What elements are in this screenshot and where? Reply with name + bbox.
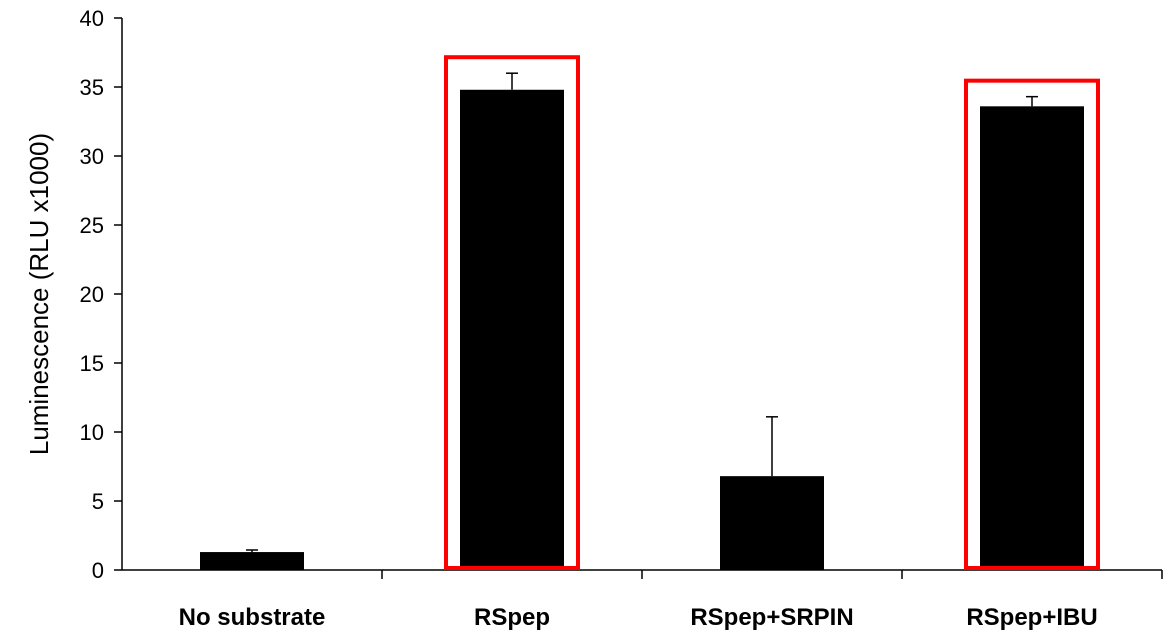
y-tick-label: 30: [80, 144, 104, 169]
y-tick-label: 40: [80, 6, 104, 31]
highlight-box: [964, 78, 1100, 570]
x-category-label: RSpep+SRPIN: [690, 604, 853, 631]
bar: [460, 89, 564, 570]
bars: [200, 89, 1084, 570]
y-axis-title: Luminescence (RLU x1000): [24, 133, 54, 455]
y-tick-label: 5: [92, 489, 104, 514]
y-tick-label: 20: [80, 282, 104, 307]
y-tick-label: 35: [80, 75, 104, 100]
y-tick-label: 25: [80, 213, 104, 238]
y-axis-ticks: 0 5 10 15 20 25 30 35 40: [80, 6, 122, 583]
bar: [720, 476, 824, 570]
highlight-boxes: [444, 55, 1100, 570]
error-bars: [246, 72, 1038, 553]
bar: [200, 552, 304, 570]
y-tick-label: 15: [80, 351, 104, 376]
y-tick-label: 10: [80, 420, 104, 445]
x-category-label: RSpep+IBU: [966, 604, 1097, 631]
bar: [980, 106, 1084, 570]
x-category-label: No substrate: [179, 604, 326, 631]
highlight-box: [444, 55, 580, 570]
y-tick-label: 0: [92, 558, 104, 583]
x-axis-labels: No substrate RSpep RSpep+SRPIN RSpep+IBU: [179, 604, 1098, 631]
x-category-label: RSpep: [474, 604, 550, 631]
